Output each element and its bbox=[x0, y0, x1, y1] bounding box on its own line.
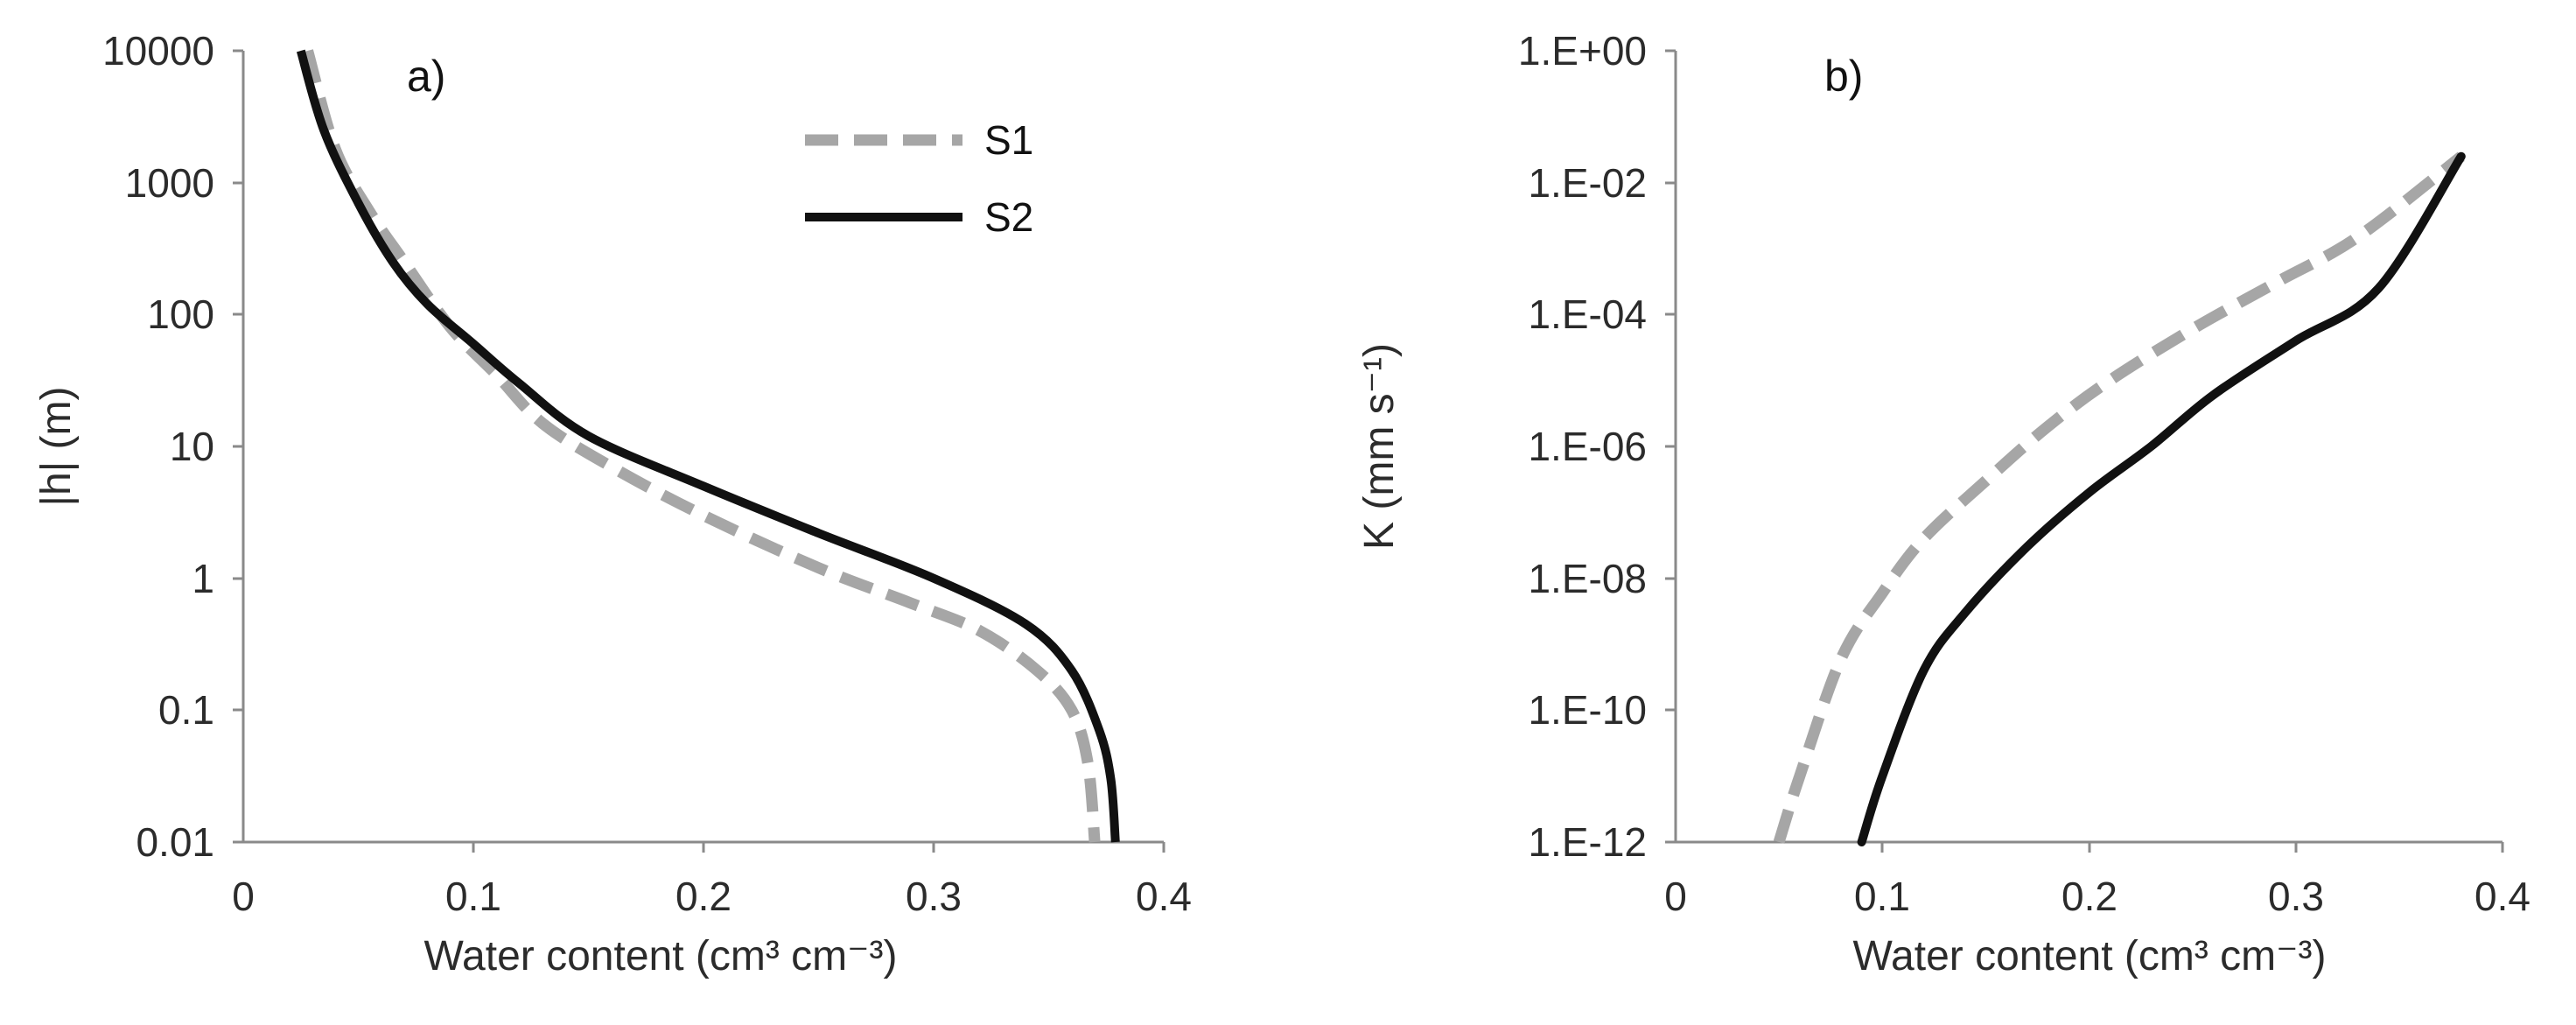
panel-a-series bbox=[296, 49, 1120, 843]
panel-a-y-tick-label: 1 bbox=[192, 556, 214, 601]
panel-b-x-tick-label: 0.3 bbox=[2268, 874, 2324, 919]
panel-b-series bbox=[1773, 151, 2466, 846]
panel-b-x-tick-labels: 0 0.1 0.2 0.3 0.4 bbox=[1664, 874, 2530, 919]
panel-b-y-tick-label: 1.E-06 bbox=[1528, 424, 1647, 469]
panel-a-label: a) bbox=[407, 52, 445, 101]
panel-b-y-tick-label: 1.E-02 bbox=[1528, 160, 1647, 206]
panel-a-x-tick-label: 0.2 bbox=[676, 874, 732, 919]
panel-b-x-tick-label: 0.4 bbox=[2474, 874, 2530, 919]
panel-b-plot-area bbox=[1665, 49, 2504, 853]
panel-a-y-tick-marks bbox=[233, 49, 243, 844]
panel-b-y-tick-label: 1.E-08 bbox=[1528, 556, 1647, 601]
panel-a-x-tick-label: 0.1 bbox=[445, 874, 501, 919]
panel-b-label: b) bbox=[1824, 52, 1863, 101]
panel-b-x-axis-label: Water content (cm³ cm⁻³) bbox=[1853, 933, 2327, 979]
panel-a-x-tick-label: 0.3 bbox=[906, 874, 962, 919]
panel-b-y-axis-label: K (mm s⁻¹) bbox=[1356, 343, 1403, 550]
panel-a-y-tick-label: 0.01 bbox=[136, 819, 214, 865]
panel-b-x-tick-label: 0.1 bbox=[1854, 874, 1910, 919]
panel-b-y-tick-labels: 1.E+00 1.E-02 1.E-04 1.E-06 1.E-08 1.E-1… bbox=[1518, 28, 1647, 865]
legend-s2-label: S2 bbox=[984, 194, 1033, 240]
panel-a-x-tick-labels: 0 0.1 0.2 0.3 0.4 bbox=[232, 874, 1192, 919]
panel-a-y-tick-label: 10 bbox=[170, 424, 214, 469]
panel-b: 1.E+00 1.E-02 1.E-04 1.E-06 1.E-08 1.E-1… bbox=[1356, 28, 2530, 979]
panel-b-x-tick-label: 0.2 bbox=[2062, 874, 2118, 919]
panel-b-y-tick-label: 1.E-10 bbox=[1528, 687, 1647, 733]
panel-a-y-tick-label: 0.1 bbox=[158, 687, 214, 733]
panel-a-y-tick-label: 1000 bbox=[125, 160, 214, 206]
panel-a-x-tick-label: 0 bbox=[232, 874, 255, 919]
panel-a: 10000 1000 100 10 1 0.1 0.01 0 0.1 0.2 0… bbox=[33, 28, 1192, 979]
panel-b-series-s1-line bbox=[1773, 151, 2465, 844]
panel-a-x-tick-marks bbox=[472, 842, 1166, 853]
panel-b-y-tick-label: 1.E+00 bbox=[1518, 28, 1647, 74]
panel-a-plot-area bbox=[233, 49, 1166, 853]
legend-s1-label: S1 bbox=[984, 117, 1033, 163]
panel-b-y-tick-marks bbox=[1665, 49, 1676, 844]
panel-b-y-tick-label: 1.E-04 bbox=[1528, 291, 1647, 337]
panel-b-series-s2-line bbox=[1857, 151, 2466, 846]
panel-a-y-tick-label: 100 bbox=[147, 291, 214, 337]
panel-b-x-tick-marks bbox=[1880, 842, 2504, 853]
panel-a-x-axis-label: Water content (cm³ cm⁻³) bbox=[424, 933, 898, 979]
panel-a-x-tick-label: 0.4 bbox=[1136, 874, 1192, 919]
panel-a-y-axis-label: |h| (m) bbox=[33, 387, 80, 507]
legend: S1 S2 bbox=[805, 117, 1033, 240]
panel-b-y-tick-label: 1.E-12 bbox=[1528, 819, 1647, 865]
panel-a-series-s2-line bbox=[296, 49, 1120, 843]
panel-a-y-tick-label: 10000 bbox=[102, 28, 214, 74]
panel-b-x-tick-label: 0 bbox=[1664, 874, 1687, 919]
panel-a-series-s1-line bbox=[302, 49, 1101, 843]
panel-a-y-tick-labels: 10000 1000 100 10 1 0.1 0.01 bbox=[102, 28, 214, 865]
